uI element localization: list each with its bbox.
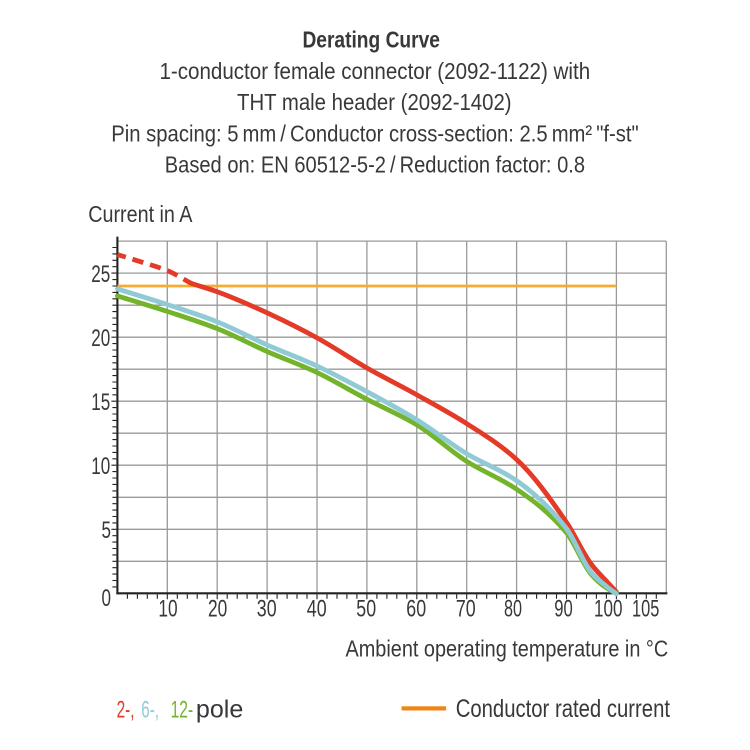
svg-text:25: 25 [91, 261, 110, 288]
svg-text:30: 30 [257, 596, 277, 623]
svg-text:THT male header (2092-1402): THT male header (2092-1402) [237, 89, 512, 115]
svg-text:10: 10 [91, 453, 110, 480]
svg-text:pole: pole [196, 695, 243, 723]
svg-text:12-: 12- [171, 696, 194, 723]
svg-text:90: 90 [554, 596, 573, 623]
svg-text:6-,: 6-, [141, 696, 159, 723]
svg-text:40: 40 [307, 596, 327, 623]
svg-text:20: 20 [91, 325, 110, 352]
svg-text:60: 60 [406, 596, 426, 623]
svg-text:1-conductor female connector (: 1-conductor female connector (2092-1122)… [159, 58, 590, 84]
svg-text:Current in A: Current in A [88, 201, 193, 227]
svg-text:20: 20 [208, 596, 227, 623]
svg-text:Ambient operating temperature: Ambient operating temperature in °C [346, 635, 669, 661]
svg-text:5: 5 [102, 517, 112, 544]
svg-text:100: 100 [594, 596, 623, 623]
svg-text:50: 50 [356, 596, 376, 623]
svg-text:15: 15 [91, 389, 110, 416]
svg-text:80: 80 [504, 596, 522, 623]
svg-text:Conductor rated current: Conductor rated current [456, 695, 670, 723]
svg-text:Pin spacing: 5 mm / Conductor: Pin spacing: 5 mm / Conductor cross-sect… [111, 120, 638, 146]
svg-text:Derating Curve: Derating Curve [302, 27, 440, 53]
svg-text:10: 10 [158, 596, 177, 623]
svg-text:2-,: 2-, [117, 696, 135, 723]
svg-text:Based on: EN 60512-5-2 / Reduc: Based on: EN 60512-5-2 / Reduction facto… [165, 152, 585, 178]
svg-text:105: 105 [632, 596, 659, 623]
svg-text:70: 70 [456, 596, 476, 623]
svg-text:0: 0 [102, 585, 112, 612]
